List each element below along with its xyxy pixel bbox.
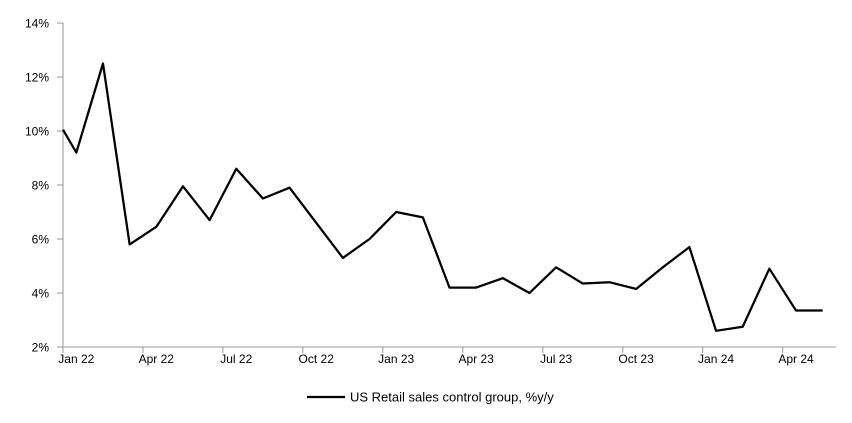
legend: US Retail sales control group, %y/y (307, 390, 554, 405)
y-tick-label: 10% (25, 125, 49, 139)
x-tick-label: Jul 23 (540, 352, 572, 366)
x-tick-label: Apr 22 (139, 352, 175, 366)
x-axis: Jan 22 Apr 22 Jul 22 Oct 22 Jan 23 Apr 23 Jul … (58, 346, 836, 366)
series-line (62, 62, 823, 332)
legend-label: US Retail sales control group, %y/y (350, 390, 554, 405)
x-tick-label: Jan 24 (698, 352, 734, 366)
y-tick-label: 6% (32, 233, 50, 247)
x-tick-label: Jul 22 (220, 352, 252, 366)
y-tick-label: 14% (25, 17, 49, 31)
x-tick-label: Apr 23 (458, 352, 494, 366)
x-tick-label: Oct 22 (299, 352, 335, 366)
y-tick-label: 2% (32, 341, 50, 355)
y-tick-label: 4% (32, 287, 50, 301)
y-axis: 2% 4% 6% 8% 10% 12% 14% (25, 17, 64, 355)
x-tick-label: Oct 23 (618, 352, 654, 366)
x-tick-label: Apr 24 (778, 352, 814, 366)
y-tick-label: 12% (25, 71, 49, 85)
x-tick-label: Jan 22 (58, 352, 94, 366)
y-tick-label: 8% (32, 179, 50, 193)
x-tick-label: Jan 23 (378, 352, 414, 366)
